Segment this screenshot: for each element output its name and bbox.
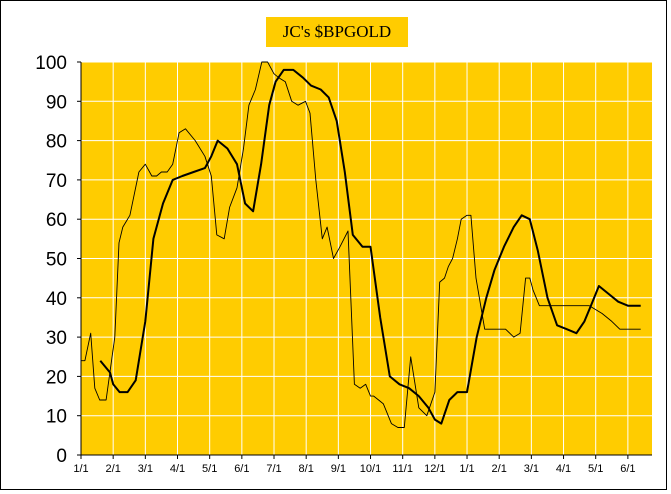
y-tick-label: 70: [46, 171, 67, 192]
y-tick-label: 10: [46, 407, 67, 428]
y-tick-label: 80: [46, 132, 67, 153]
smoothed-series-line: [99, 68, 641, 425]
x-tick-label: 4/1: [556, 463, 571, 475]
y-tick-label: 30: [46, 328, 67, 349]
y-tick-label: 90: [46, 92, 67, 113]
x-tick-label: 4/1: [170, 463, 185, 475]
x-tick-label: 1/1: [73, 463, 88, 475]
x-tick-label: 3/1: [524, 463, 539, 475]
x-tick-label: 10/1: [360, 463, 381, 475]
x-tick-label: 2/1: [106, 463, 121, 475]
y-tick-label: 60: [46, 210, 67, 231]
x-tick-label: 3/1: [138, 463, 153, 475]
chart-title: JC's $BPGOLD: [266, 17, 408, 47]
y-tick-label: 50: [46, 250, 67, 271]
y-tick-label: 20: [46, 367, 67, 388]
x-tick-label: 1/1: [459, 463, 474, 475]
x-tick-label: 7/1: [266, 463, 281, 475]
x-tick-label: 8/1: [299, 463, 314, 475]
x-tick-label: 12/1: [424, 463, 445, 475]
x-tick-label: 5/1: [588, 463, 603, 475]
y-tick-label: 40: [46, 289, 67, 310]
x-tick-label: 6/1: [234, 463, 249, 475]
x-tick-label: 9/1: [331, 463, 346, 475]
raw-series-line: [81, 61, 641, 428]
y-tick-label: 0: [56, 446, 67, 467]
y-tick-label: 100: [35, 53, 67, 74]
x-tick-label: 11/1: [392, 463, 413, 475]
x-tick-label: 2/1: [492, 463, 507, 475]
x-tick-label: 6/1: [620, 463, 635, 475]
x-tick-label: 5/1: [202, 463, 217, 475]
